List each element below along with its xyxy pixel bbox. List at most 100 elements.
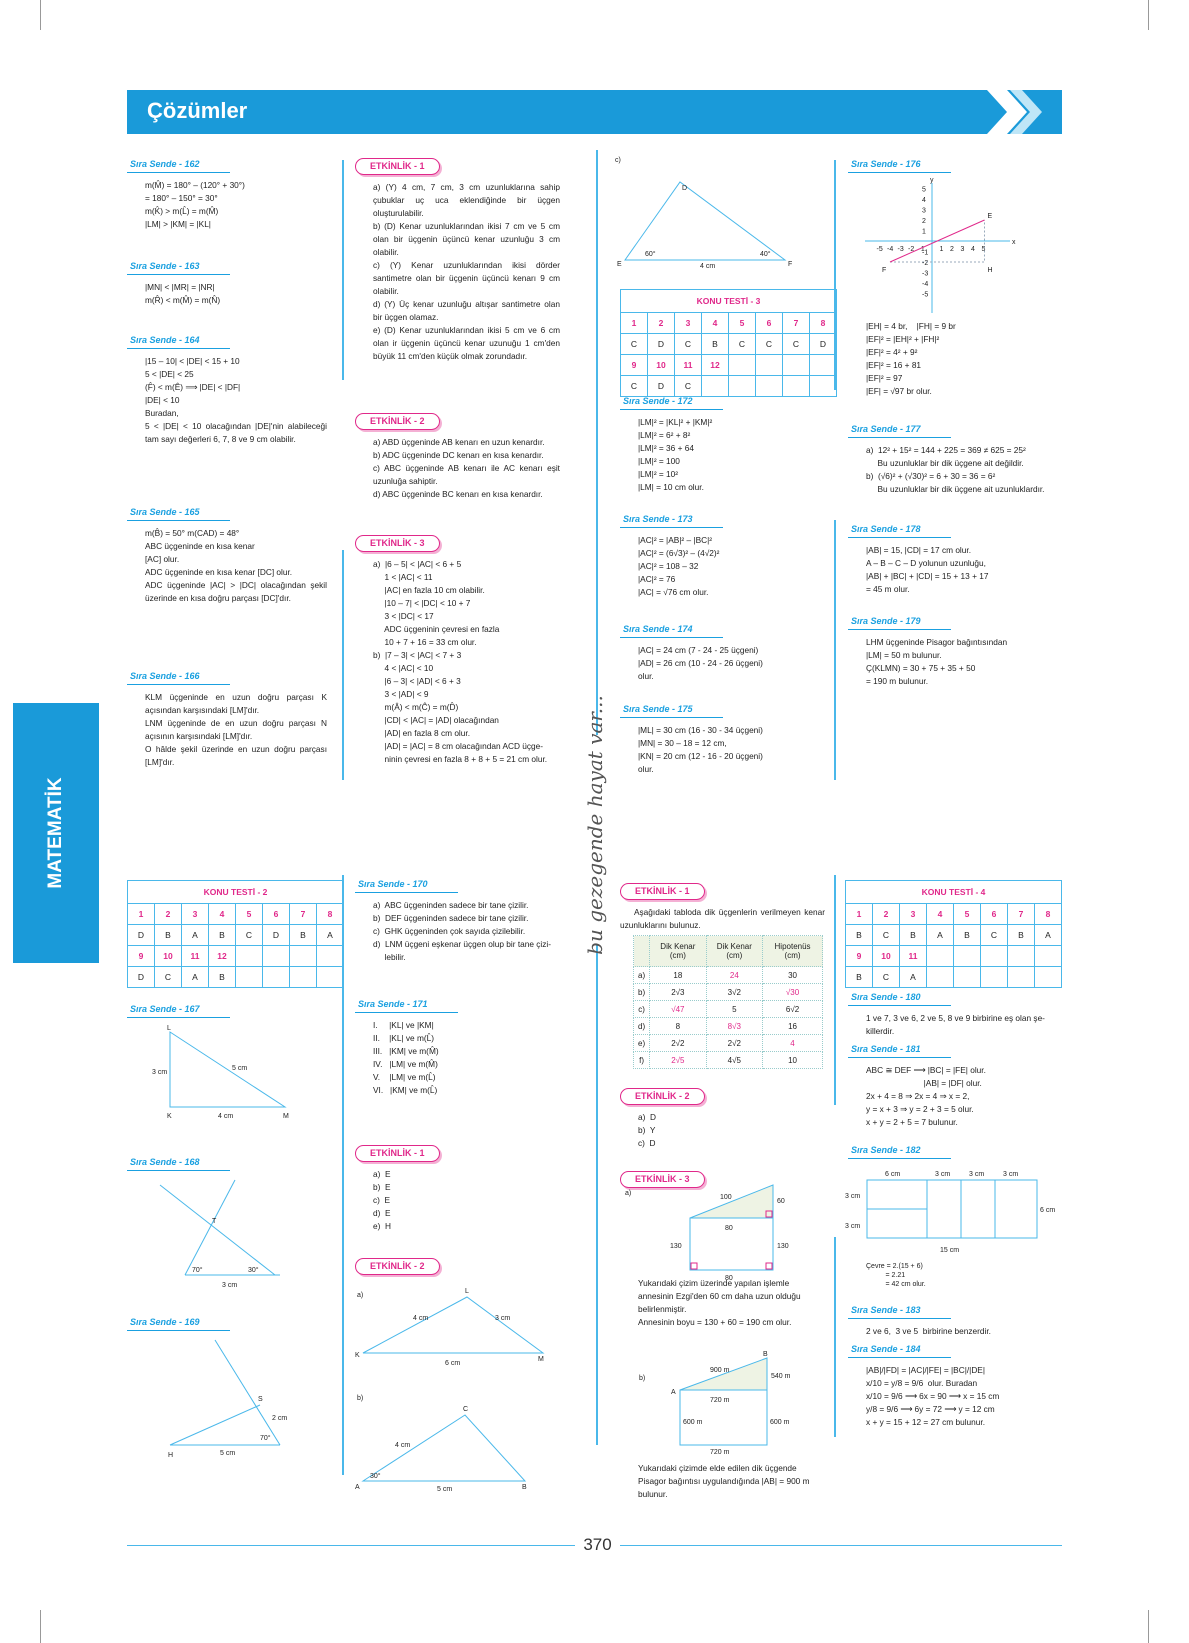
text-line: O hâlde şekil üzerinde en uzun doğru par…	[145, 744, 327, 767]
text-line: Buradan,	[145, 408, 179, 418]
question-number: 6	[755, 312, 783, 334]
answer-cell: D	[262, 924, 290, 946]
test-title: KONU TESTİ - 3	[620, 289, 837, 313]
text-line: ABC üçgeninde en kısa kenar	[145, 541, 255, 551]
answer-cell	[262, 966, 290, 988]
text-line: |AB| = |DF| olur.	[866, 1078, 982, 1088]
section-s164: Sıra Sende - 164 |15 – 10| < |DE| < 15 + …	[127, 334, 327, 446]
text-line: |EF|² = |EH|² + |FH|²	[866, 334, 940, 344]
question-number: 11	[674, 354, 702, 376]
text-line: = 180° – 150° = 30°	[145, 193, 218, 203]
diagram-label: L	[167, 1025, 171, 1032]
section-title: Sıra Sende - 183	[848, 1304, 951, 1319]
diagram-label: B	[522, 1484, 527, 1491]
answer-cell: C	[620, 375, 648, 397]
answer-cell: D	[647, 333, 675, 355]
question-number: 7	[782, 312, 810, 334]
y-tick-label: 1	[922, 229, 926, 236]
table-header: Dik Kenar (cm)	[649, 935, 707, 967]
section-title: Sıra Sende - 171	[355, 998, 458, 1013]
test-title: KONU TESTİ - 4	[845, 880, 1062, 904]
text-line: |AC| en fazla 10 cm olabilir.	[373, 585, 485, 595]
text-line: |AC|² = 108 – 32	[638, 561, 699, 571]
diagram-label: A	[671, 1389, 676, 1396]
section-title: Sıra Sende - 166	[127, 670, 230, 685]
answer-cell	[782, 375, 810, 397]
text-line: |EF|² = 16 + 81	[866, 360, 922, 370]
answer-cell: A	[899, 966, 927, 988]
section-title: ETKİNLİK - 1	[355, 158, 440, 175]
segment-ef	[889, 219, 985, 263]
text-line: a) ABC üçgeninden sadece bir tane çizili…	[373, 900, 529, 910]
section-title: Sıra Sende - 168	[127, 1156, 230, 1171]
text-line: x/10 = 9/6 ⟶ 6x = 90 ⟶ x = 15 cm	[866, 1391, 1000, 1401]
text-line: c) GHK üçgeninden çok sayıda çizilebilir…	[373, 926, 526, 936]
question-number	[289, 945, 317, 967]
answer-cell: C	[154, 966, 182, 988]
text-line: |LM|² = |KL|² + |KM|²	[638, 417, 713, 427]
distance-diagram-b: b) B 900 m 540 m A 720 m 600 m 600 m 720…	[639, 1351, 791, 1456]
text-line: |ML| = 30 cm (16 - 30 - 34 üçgeni)	[638, 725, 763, 735]
section-title: Sıra Sende - 167	[127, 1003, 230, 1018]
section-s168: Sıra Sende - 168	[127, 1156, 327, 1177]
text-line: Ç(KLMN) = 30 + 75 + 35 + 50	[866, 663, 976, 673]
answer-cell	[809, 375, 837, 397]
text-line: b) Y	[638, 1125, 656, 1135]
answer-cell	[926, 966, 954, 988]
section-title: ETKİNLİK - 1	[620, 883, 705, 900]
divider	[342, 160, 344, 380]
answer-key-kt4: KONU TESTİ - 4 1 2 3 4 5 6 7 8 B C B A B C B A 9 10 11 B C A	[845, 880, 1062, 988]
divider	[342, 875, 344, 1475]
table-cell: 10	[762, 1051, 823, 1069]
diagram-label: 4 cm	[395, 1442, 410, 1449]
answer-cell: B	[701, 333, 729, 355]
section-title: Sıra Sende - 169	[127, 1316, 230, 1331]
diagram-label: M	[538, 1356, 544, 1363]
diagram-label: M	[283, 1113, 289, 1120]
question-number: 1	[620, 312, 648, 334]
rectangle-diagram: 6 cm 3 cm 3 cm 3 cm 3 cm 3 cm 6 cm 15 cm	[845, 1171, 1055, 1254]
answer-cell: A	[181, 924, 209, 946]
text-line: 2x + 4 = 8 ⇒ 2x = 4 ⇒ x = 2,	[866, 1091, 970, 1101]
text-line: Annesinin boyu = 130 + 60 = 190 cm olur.	[638, 1317, 792, 1327]
question-number: 5	[728, 312, 756, 334]
text-line: 3 < |DC| < 17	[373, 611, 434, 621]
text-line: ABC ≅ DEF ⟶ |BC| = |FE| olur.	[866, 1065, 986, 1075]
diagram-label: T	[212, 1218, 217, 1225]
table-cell: 24	[705, 966, 764, 984]
diagram-label: D	[682, 185, 687, 192]
section-title: ETKİNLİK - 2	[620, 1088, 705, 1105]
text-line: b) ADC üçgeninde DC kenarı en kısa kenar…	[373, 450, 544, 460]
diagram-label: 3 cm	[152, 1069, 167, 1076]
y-tick-label: -5	[922, 292, 928, 299]
text-line: = 45 m olur.	[866, 584, 910, 594]
diagram-label: 100	[720, 1194, 732, 1201]
text-line: b) (D) Kenar uzunluklarından ikisi 7 cm …	[373, 221, 560, 257]
x-tick-label: 2	[950, 246, 954, 253]
section-title: Sıra Sende - 181	[848, 1043, 951, 1058]
section-s181: Sıra Sende - 181 ABC ≅ DEF ⟶ |BC| = |FE| …	[848, 1043, 1048, 1129]
text-line: e) (D) Kenar uzunluklarından ikisi 5 cm …	[373, 325, 560, 361]
point-label-f: F	[882, 267, 886, 274]
text-line: 4 < |AC| < 10	[373, 663, 434, 673]
section-title: Sıra Sende - 180	[848, 991, 951, 1006]
diagram-label: K	[167, 1113, 172, 1120]
section-s177: Sıra Sende - 177 a) 12² + 15² = 144 + 225…	[848, 423, 1058, 496]
answer-cell: B	[953, 924, 981, 946]
question-number: 8	[316, 903, 344, 925]
diagram-label: 540 m	[771, 1373, 791, 1380]
text-line: |15 – 10| < |DE| < 15 + 10	[145, 356, 240, 366]
text-line: ADC üçgeninde |AC| > |DC| olacağından şe…	[145, 580, 327, 603]
x-tick-label: -3	[898, 246, 904, 253]
answer-cell: C	[728, 333, 756, 355]
diagram-label: a)	[625, 1190, 631, 1197]
table-cell: 2√5	[649, 1051, 707, 1069]
diagram-label: c)	[615, 157, 621, 164]
text-line: |MN| < |MR| = |NR|	[145, 282, 215, 292]
section-s166: Sıra Sende - 166 KLM üçgeninde en uzun do…	[127, 670, 327, 769]
table-cell: a)	[632, 966, 651, 984]
diagram-label: 900 m	[710, 1367, 730, 1374]
answer-cell: C	[620, 333, 648, 355]
text-line: ADC üçgeninde en kısa kenar [DC] olur.	[145, 567, 293, 577]
text-line: m(R̂) < m(M̂) = m(N̂)	[145, 295, 221, 305]
